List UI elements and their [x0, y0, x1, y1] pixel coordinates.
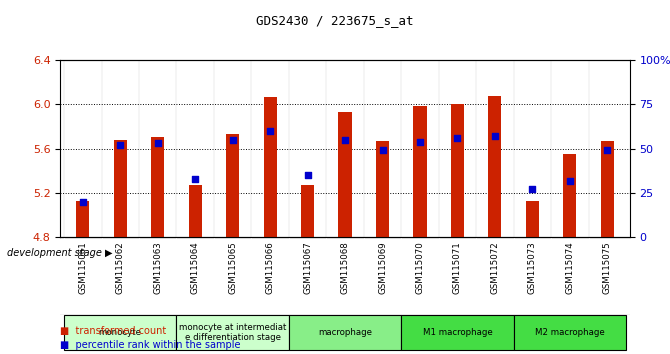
- Text: monocyte at intermediat
e differentiation stage: monocyte at intermediat e differentiatio…: [179, 323, 286, 342]
- Text: ■  transformed count: ■ transformed count: [60, 326, 167, 336]
- Text: GSM115075: GSM115075: [603, 241, 612, 294]
- Bar: [114, 140, 127, 237]
- Text: GSM115065: GSM115065: [228, 241, 237, 294]
- Text: GSM115070: GSM115070: [415, 241, 425, 294]
- Text: GSM115072: GSM115072: [490, 241, 499, 294]
- Point: [490, 133, 500, 139]
- Point: [527, 187, 538, 192]
- Bar: [226, 134, 239, 237]
- Text: GSM115069: GSM115069: [378, 241, 387, 294]
- Text: development stage ▶: development stage ▶: [7, 248, 112, 258]
- Point: [190, 176, 200, 182]
- Text: M2 macrophage: M2 macrophage: [535, 328, 605, 337]
- Bar: [401, 315, 514, 350]
- Point: [265, 128, 275, 134]
- Point: [377, 148, 388, 153]
- Text: macrophage: macrophage: [318, 328, 372, 337]
- Bar: [151, 137, 164, 237]
- Point: [602, 148, 612, 153]
- Point: [415, 139, 425, 144]
- Bar: [601, 141, 614, 237]
- Bar: [563, 154, 576, 237]
- Text: GSM115067: GSM115067: [303, 241, 312, 294]
- Text: GSM115064: GSM115064: [191, 241, 200, 294]
- Text: GDS2430 / 223675_s_at: GDS2430 / 223675_s_at: [256, 14, 414, 27]
- Point: [565, 178, 576, 183]
- Bar: [488, 96, 501, 237]
- Point: [452, 135, 463, 141]
- Text: GSM115074: GSM115074: [565, 241, 574, 294]
- Text: GSM115073: GSM115073: [528, 241, 537, 294]
- Bar: [301, 185, 314, 237]
- Text: GSM115066: GSM115066: [265, 241, 275, 294]
- Bar: [526, 201, 539, 237]
- Bar: [189, 185, 202, 237]
- Text: GSM115063: GSM115063: [153, 241, 162, 294]
- Point: [227, 137, 238, 143]
- Bar: [289, 315, 401, 350]
- Bar: [263, 97, 277, 237]
- Text: GSM115062: GSM115062: [116, 241, 125, 294]
- Bar: [64, 315, 176, 350]
- Text: M1 macrophage: M1 macrophage: [423, 328, 492, 337]
- Bar: [376, 141, 389, 237]
- Bar: [176, 315, 289, 350]
- Point: [152, 141, 163, 146]
- Bar: [514, 315, 626, 350]
- Point: [340, 137, 350, 143]
- Text: monocyte: monocyte: [98, 328, 142, 337]
- Point: [78, 199, 88, 205]
- Bar: [338, 112, 352, 237]
- Bar: [413, 105, 427, 237]
- Text: GSM115061: GSM115061: [78, 241, 87, 294]
- Point: [302, 172, 313, 178]
- Bar: [76, 201, 89, 237]
- Text: GSM115071: GSM115071: [453, 241, 462, 294]
- Bar: [451, 104, 464, 237]
- Text: GSM115068: GSM115068: [340, 241, 350, 294]
- Point: [115, 142, 125, 148]
- Text: ■  percentile rank within the sample: ■ percentile rank within the sample: [60, 341, 241, 350]
